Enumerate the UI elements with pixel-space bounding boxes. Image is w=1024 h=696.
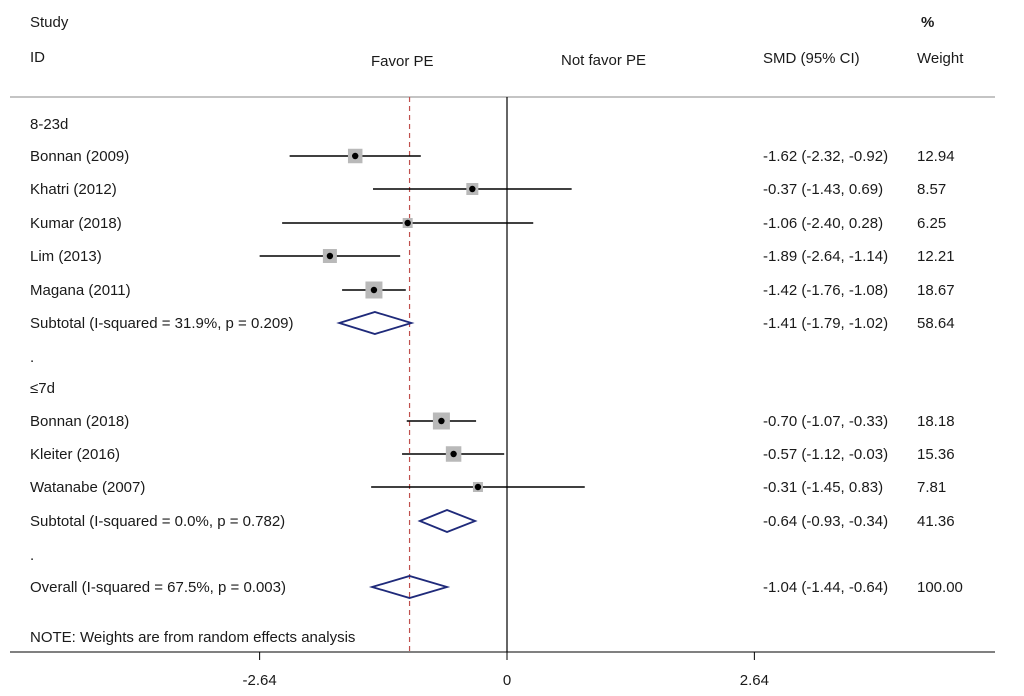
favor-pe-label: Favor PE (371, 53, 434, 70)
smd-ci-value: -1.04 (-1.44, -0.64) (763, 579, 888, 596)
study-name: Watanabe (2007) (30, 479, 145, 496)
smd-ci-value: -1.42 (-1.76, -1.08) (763, 282, 888, 299)
weight-value: 8.57 (917, 181, 946, 198)
weight-value: 18.18 (917, 413, 955, 430)
point-estimate (370, 286, 378, 294)
study-name: Bonnan (2018) (30, 413, 129, 430)
smd-ci-value: -1.06 (-2.40, 0.28) (763, 215, 883, 232)
study-name: Khatri (2012) (30, 181, 117, 198)
point-estimate (352, 152, 359, 160)
study-header: Study (30, 14, 69, 31)
weight-value: 12.21 (917, 248, 955, 265)
weight-value: 100.00 (917, 579, 963, 596)
id-header: ID (30, 49, 45, 66)
subtotal-label: Subtotal (I-squared = 0.0%, p = 0.782) (30, 513, 285, 530)
smd-ci-value: -0.64 (-0.93, -0.34) (763, 513, 888, 530)
point-estimate (474, 483, 482, 491)
overall-label: Overall (I-squared = 67.5%, p = 0.003) (30, 579, 286, 596)
study-name: Kleiter (2016) (30, 446, 120, 463)
x-tick-label: 0 (503, 672, 511, 689)
study-name: Kumar (2018) (30, 215, 122, 232)
point-estimate (438, 417, 445, 425)
point-estimate (326, 252, 334, 260)
weight-value: 58.64 (917, 315, 955, 332)
group-label: 8-23d (30, 116, 68, 133)
smd-ci-value: -0.37 (-1.43, 0.69) (763, 181, 883, 198)
subtotal-diamond (336, 311, 415, 335)
row-separator: . (30, 547, 34, 564)
smd-ci-value: -1.62 (-2.32, -0.92) (763, 148, 888, 165)
point-estimate (450, 450, 457, 458)
point-estimate (404, 219, 411, 227)
smd-ci-header: SMD (95% CI) (763, 50, 860, 67)
smd-ci-value: -0.31 (-1.45, 0.83) (763, 479, 883, 496)
x-tick-label: -2.64 (243, 672, 277, 689)
study-name: Lim (2013) (30, 248, 102, 265)
smd-ci-value: -0.70 (-1.07, -0.33) (763, 413, 888, 430)
weight-value: 15.36 (917, 446, 955, 463)
row-separator: . (30, 349, 34, 366)
not-favor-pe-label: Not favor PE (561, 52, 647, 69)
study-name: Bonnan (2009) (30, 148, 129, 165)
smd-ci-value: -1.89 (-2.64, -1.14) (763, 248, 888, 265)
study-name: Magana (2011) (30, 282, 131, 299)
smd-ci-value: -0.57 (-1.12, -0.03) (763, 446, 888, 463)
overall-diamond (368, 575, 451, 599)
weight-value: 7.81 (917, 479, 946, 496)
weight-value: 6.25 (917, 215, 946, 232)
weight-percent-header: % (921, 14, 935, 31)
group-label: ≤7d (30, 380, 55, 397)
point-estimate (469, 185, 476, 193)
subtotal-label: Subtotal (I-squared = 31.9%, p = 0.209) (30, 315, 294, 332)
footnote: NOTE: Weights are from random effects an… (30, 629, 356, 646)
subtotal-diamond (417, 509, 478, 533)
x-tick-label: 2.64 (740, 672, 769, 689)
weight-header: Weight (917, 50, 964, 67)
weight-value: 41.36 (917, 513, 955, 530)
weight-value: 18.67 (917, 282, 955, 299)
weight-value: 12.94 (917, 148, 955, 165)
smd-ci-value: -1.41 (-1.79, -1.02) (763, 315, 888, 332)
